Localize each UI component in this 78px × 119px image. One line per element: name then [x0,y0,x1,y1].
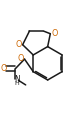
Text: O: O [18,54,24,63]
Text: O: O [0,64,7,73]
Text: H: H [15,81,19,86]
Text: O: O [51,29,58,38]
Text: N: N [14,75,20,84]
Text: O: O [15,40,22,49]
